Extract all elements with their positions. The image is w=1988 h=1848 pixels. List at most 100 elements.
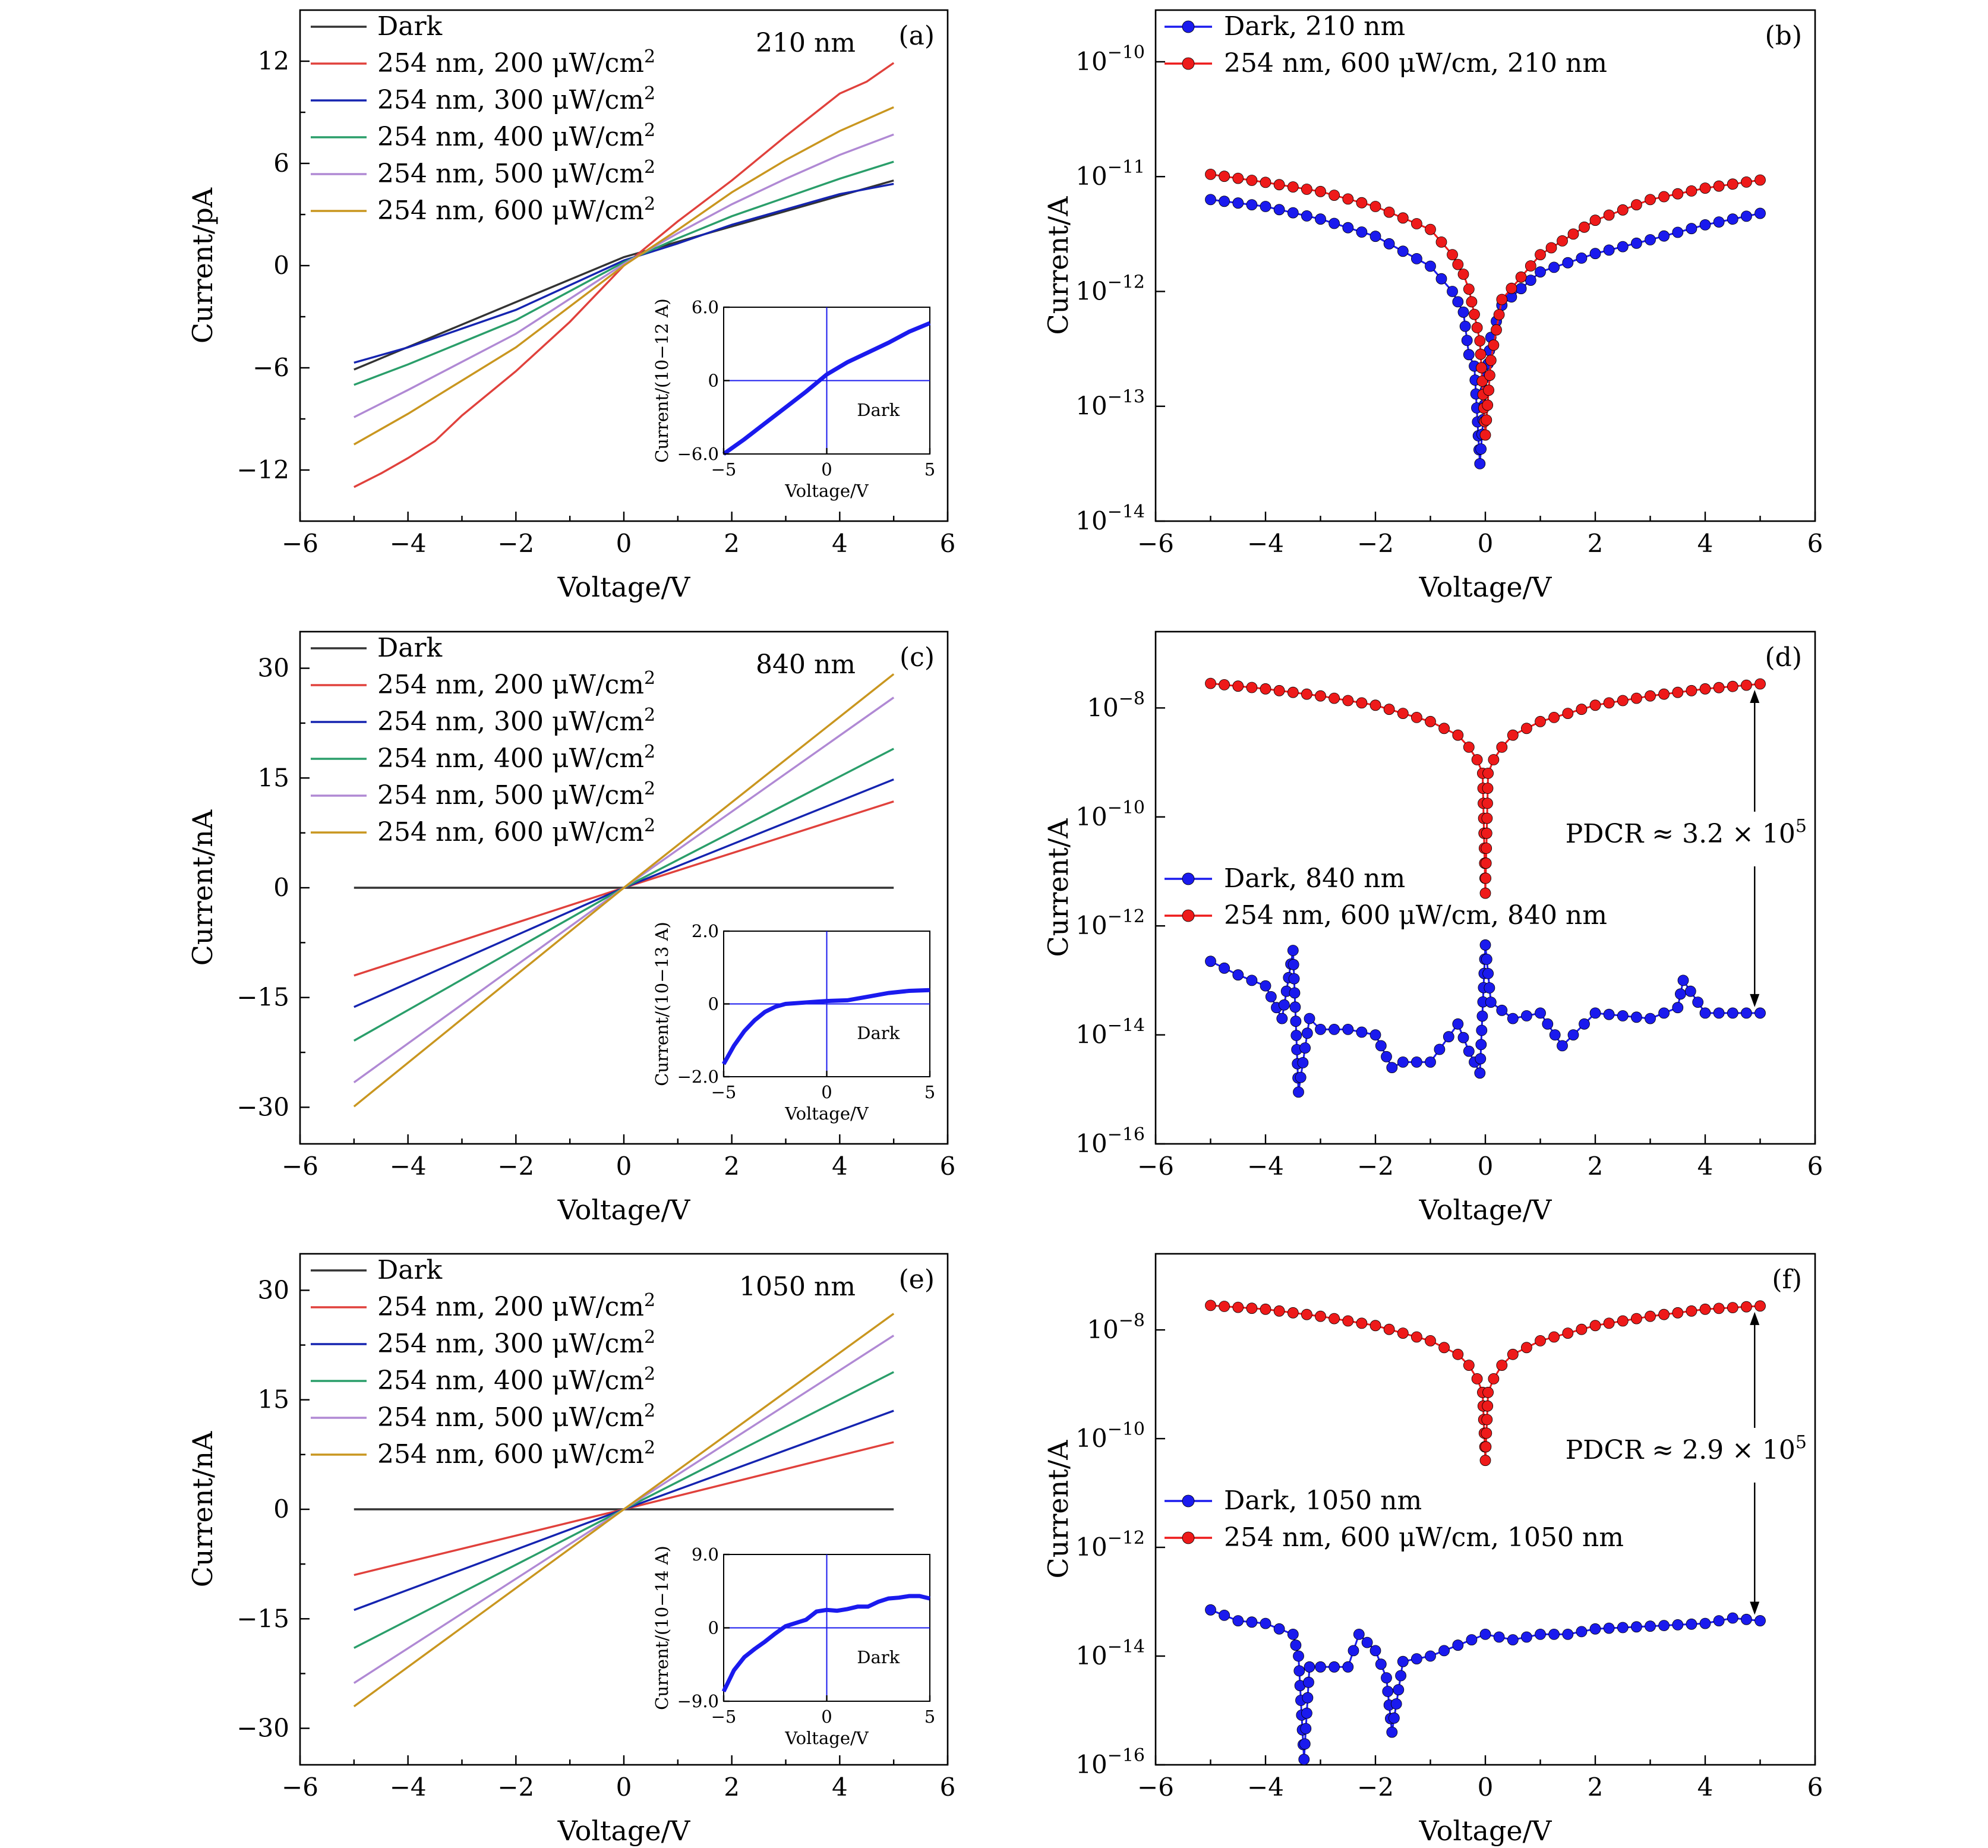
y-tick-label: −30 [236,1714,289,1743]
data-point [1205,955,1216,967]
x-tick-label: 6 [1807,529,1823,558]
panel-label: (b) [1765,21,1803,51]
inset-dark-label: Dark [857,1647,900,1667]
data-point [1562,1327,1574,1339]
inset-x-tick-label: −5 [711,1707,737,1727]
data-point [1219,679,1230,690]
data-point [1699,182,1711,194]
data-point [1658,191,1670,203]
data-point [1484,982,1495,994]
data-point [1383,206,1395,218]
data-point [1273,1623,1285,1635]
x-tick-label: 2 [724,1152,740,1181]
data-point [1545,242,1557,254]
data-point [1315,185,1326,197]
inset-x-tick-label: 5 [924,459,935,480]
data-point [1674,988,1686,1000]
data-point [1265,991,1277,1002]
data-point [1684,985,1696,997]
data-point [1520,1631,1532,1643]
data-point [1452,296,1464,308]
inset-dark-label: Dark [857,1023,900,1043]
data-point [1273,179,1285,191]
legend-label: 254 nm, 500 μW/cm2 [377,1401,655,1433]
series-line [353,1313,895,1708]
data-point [1452,729,1464,741]
data-point [1645,194,1656,206]
data-point [1302,1692,1314,1704]
data-point [1496,1004,1508,1016]
data-point [1315,690,1326,702]
data-point [1630,237,1642,249]
data-point [1288,958,1299,970]
data-point [1480,1441,1492,1453]
data-point [1535,1335,1546,1346]
x-tick-label: 0 [1478,1152,1494,1181]
x-tick-label: 2 [1588,529,1604,558]
y-tick-label: 15 [258,1385,289,1414]
pdcr-annotation: PDCR ≈ 2.9 × 105 [1566,1311,1807,1615]
data-point [1232,969,1244,981]
data-point [1369,231,1381,242]
legend-label: Dark [377,11,443,42]
series-line [354,133,894,418]
data-point [1246,975,1258,986]
data-point [1480,872,1492,884]
data-point [1356,1317,1368,1329]
x-tick-label: −6 [1137,1773,1174,1802]
data-point [1617,695,1629,707]
data-point [1303,1676,1314,1688]
data-point [1425,1057,1436,1068]
data-point [1476,1024,1488,1036]
inset-y-label: Current/(10−14 A) [652,1546,672,1710]
data-point [1205,677,1216,689]
data-point [1356,1026,1368,1038]
data-point [1329,1313,1340,1324]
x-axis-label: Voltage/V [1419,1815,1552,1847]
x-tick-label: 4 [1697,529,1714,558]
data-point [1482,399,1494,411]
series-line [354,778,894,1008]
data-point [1315,1024,1326,1035]
data-point [1425,1650,1436,1662]
data-point [1298,1754,1310,1765]
data-point [1443,1031,1454,1043]
data-point [1535,249,1546,261]
data-point [1755,1615,1766,1626]
y-tick-label: −6 [253,353,289,382]
data-point [1369,1320,1381,1332]
arrow-up-head [1750,690,1760,704]
data-point [1260,1303,1271,1315]
data-point [1260,683,1271,695]
inset-dark-curve [722,321,931,456]
data-point [1474,1067,1486,1079]
data-point [1471,754,1483,765]
plot-area [353,62,895,488]
data-point [1410,1331,1422,1343]
data-point [1557,235,1568,247]
data-point [1576,252,1588,264]
data-point [1466,1634,1478,1646]
data-point [1219,195,1230,207]
legend-label: Dark [377,633,443,663]
data-point [1727,680,1738,692]
data-point [1205,1300,1216,1311]
y-tick-label: 6 [273,149,289,178]
x-tick-label: −4 [1247,1152,1284,1181]
data-point [1686,685,1697,696]
inset-dark-label: Dark [857,400,900,420]
y-tick-label: 10−13 [1075,387,1145,421]
plot-area [1205,1300,1766,1765]
data-point [1369,1029,1381,1040]
inset-y-tick-label: −9.0 [677,1691,719,1711]
data-point [1438,1645,1450,1657]
data-point [1219,171,1230,182]
inset-x-tick-label: 0 [821,1707,832,1727]
data-point [1438,1342,1450,1354]
data-point [1356,226,1368,238]
data-point [1520,1342,1532,1354]
pdcr-annotation: PDCR ≈ 3.2 × 105 [1566,690,1807,1007]
data-point [1301,1707,1312,1719]
data-point [1395,1670,1407,1682]
panel-label: (d) [1765,642,1803,673]
